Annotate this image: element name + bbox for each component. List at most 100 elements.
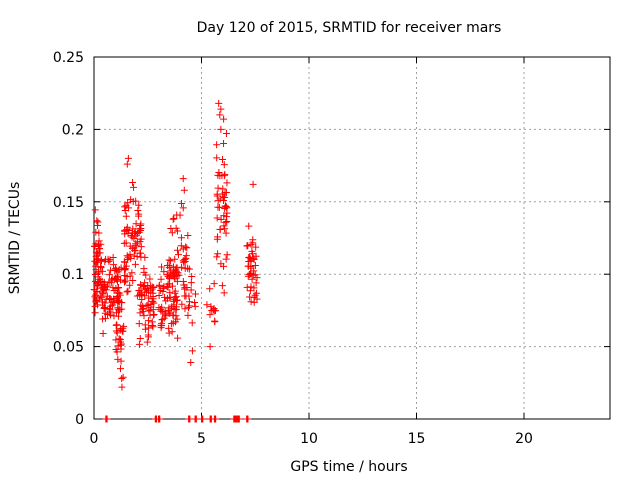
data-point (156, 415, 164, 423)
x-tick-label: 10 (300, 431, 318, 447)
data-point (145, 317, 153, 325)
data-point (250, 284, 258, 292)
data-point (213, 253, 221, 261)
data-point (220, 139, 228, 147)
data-point (124, 229, 132, 237)
data-point (173, 211, 181, 219)
data-point (144, 281, 152, 289)
data-point (124, 199, 132, 207)
data-point (174, 334, 182, 342)
data-point (212, 415, 220, 423)
data-point (91, 309, 99, 317)
data-point (137, 235, 145, 243)
data-point (172, 305, 180, 313)
data-point (150, 284, 158, 292)
data-point (158, 263, 166, 271)
data-point (217, 105, 225, 113)
data-point (144, 331, 152, 339)
data-point (245, 222, 253, 230)
data-point (191, 299, 199, 307)
y-tick-label: 0.1 (62, 267, 84, 283)
data-point (138, 305, 146, 313)
x-axis-label: GPS time / hours (290, 459, 407, 475)
data-point (165, 309, 173, 317)
data-point (117, 338, 125, 346)
data-point (185, 304, 193, 312)
data-point (167, 269, 175, 277)
data-point (249, 239, 257, 247)
data-point (97, 256, 105, 264)
data-point (129, 198, 137, 206)
data-point (140, 312, 148, 320)
data-point (221, 194, 229, 202)
data-point (199, 415, 207, 423)
y-tick-label: 0 (75, 412, 84, 428)
data-point (245, 270, 253, 278)
data-point (181, 255, 189, 263)
data-point (168, 229, 176, 237)
data-point (99, 315, 107, 323)
data-point (251, 261, 259, 269)
data-point (100, 280, 108, 288)
data-point (246, 287, 254, 295)
data-point (95, 244, 103, 252)
data-point (126, 250, 134, 258)
data-point (222, 130, 230, 138)
data-point (155, 281, 163, 289)
data-point (114, 305, 122, 313)
data-point (92, 295, 100, 303)
data-point (179, 204, 187, 212)
data-point (222, 218, 230, 226)
data-point (216, 195, 224, 203)
data-point (148, 297, 156, 305)
data-point (185, 292, 193, 300)
data-point (117, 365, 125, 373)
data-point (124, 154, 132, 162)
data-point (107, 279, 115, 287)
data-point (150, 311, 158, 319)
data-point (136, 335, 144, 343)
data-point (158, 316, 166, 324)
data-point (122, 202, 130, 210)
data-point (216, 111, 224, 119)
data-point (148, 283, 156, 291)
data-point (208, 307, 216, 315)
data-point (145, 287, 153, 295)
y-tick-label: 0.15 (53, 195, 84, 211)
x-tick-label: 5 (197, 431, 206, 447)
data-point (173, 277, 181, 285)
data-point (135, 201, 143, 209)
data-point (121, 272, 129, 280)
data-point (184, 264, 192, 272)
data-point (106, 256, 114, 264)
data-point (114, 355, 122, 363)
data-point (220, 222, 228, 230)
data-point (163, 271, 171, 279)
data-point (178, 263, 186, 271)
chart-title: Day 120 of 2015, SRMTID for receiver mar… (197, 20, 502, 36)
data-point (129, 276, 137, 284)
data-point (247, 241, 255, 249)
data-point (126, 242, 134, 250)
data-point (106, 307, 114, 315)
data-point (206, 285, 214, 293)
data-point (129, 179, 137, 187)
data-point (103, 292, 111, 300)
data-point (92, 228, 100, 236)
data-point (173, 246, 181, 254)
data-point (159, 287, 167, 295)
y-tick-label: 0.2 (62, 122, 84, 138)
data-point (102, 286, 110, 294)
data-point (135, 212, 143, 220)
data-point (215, 168, 223, 176)
data-point (121, 203, 129, 211)
data-point (97, 293, 105, 301)
data-point (165, 324, 173, 332)
data-point (158, 303, 166, 311)
data-point (114, 342, 122, 350)
data-point (214, 233, 222, 241)
data-point (137, 288, 145, 296)
y-axis-label: SRMTID / TECUs (7, 182, 23, 295)
data-point (223, 179, 231, 187)
data-point (137, 220, 145, 228)
